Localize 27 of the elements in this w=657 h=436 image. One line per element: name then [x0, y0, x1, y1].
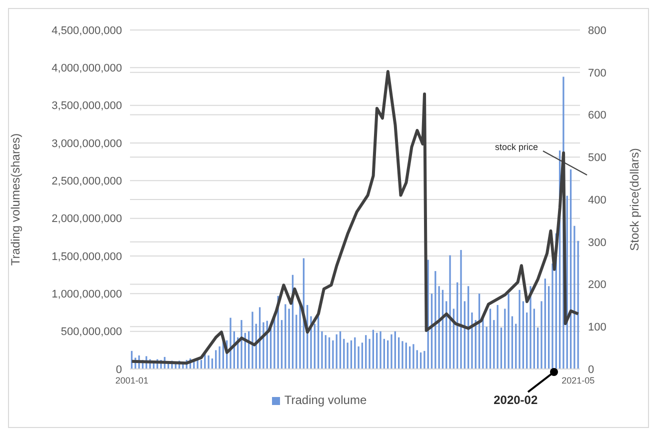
x-tick-label: 2001-01: [115, 375, 148, 386]
y2-tick-label: 600: [588, 110, 606, 122]
y-tick-label: 500,000,000: [60, 326, 122, 338]
y2-tick-label: 500: [588, 152, 606, 164]
y-tick-label: 1,500,000,000: [52, 250, 122, 263]
y-tick-label: 4,500,000,000: [52, 24, 122, 37]
y-tick-label: 0: [116, 364, 122, 376]
x-tick-label: 2021-05: [562, 375, 595, 386]
annotation: 2020-02: [494, 393, 538, 407]
y-tick-label: 2,500,000,000: [52, 176, 122, 188]
y-tick-label: 3,500,000,000: [52, 100, 122, 112]
y2-tick-label: 100: [588, 322, 606, 334]
line-series: [130, 70, 580, 365]
y-tick-label: 4,000,000,000: [52, 62, 122, 75]
y-tick-label: 1,000,000,000: [52, 288, 122, 301]
annotation: stock price: [494, 142, 538, 152]
legend-label: Trading volume: [284, 393, 367, 407]
y-tick-label: 2,000,000,000: [52, 213, 122, 226]
y-axis-title: Trading volumes(shares): [8, 133, 22, 266]
y2-tick-label: 200: [588, 279, 606, 292]
y-tick-label: 3,000,000,000: [52, 138, 122, 150]
y2-tick-label: 300: [588, 236, 606, 249]
y2-tick-label: 400: [588, 194, 606, 206]
y2-tick-label: 700: [588, 67, 606, 80]
y2-tick-label: 0: [588, 364, 594, 376]
y2-axis-title: Stock price(dollars): [627, 148, 642, 251]
y2-tick-label: 800: [588, 24, 606, 37]
